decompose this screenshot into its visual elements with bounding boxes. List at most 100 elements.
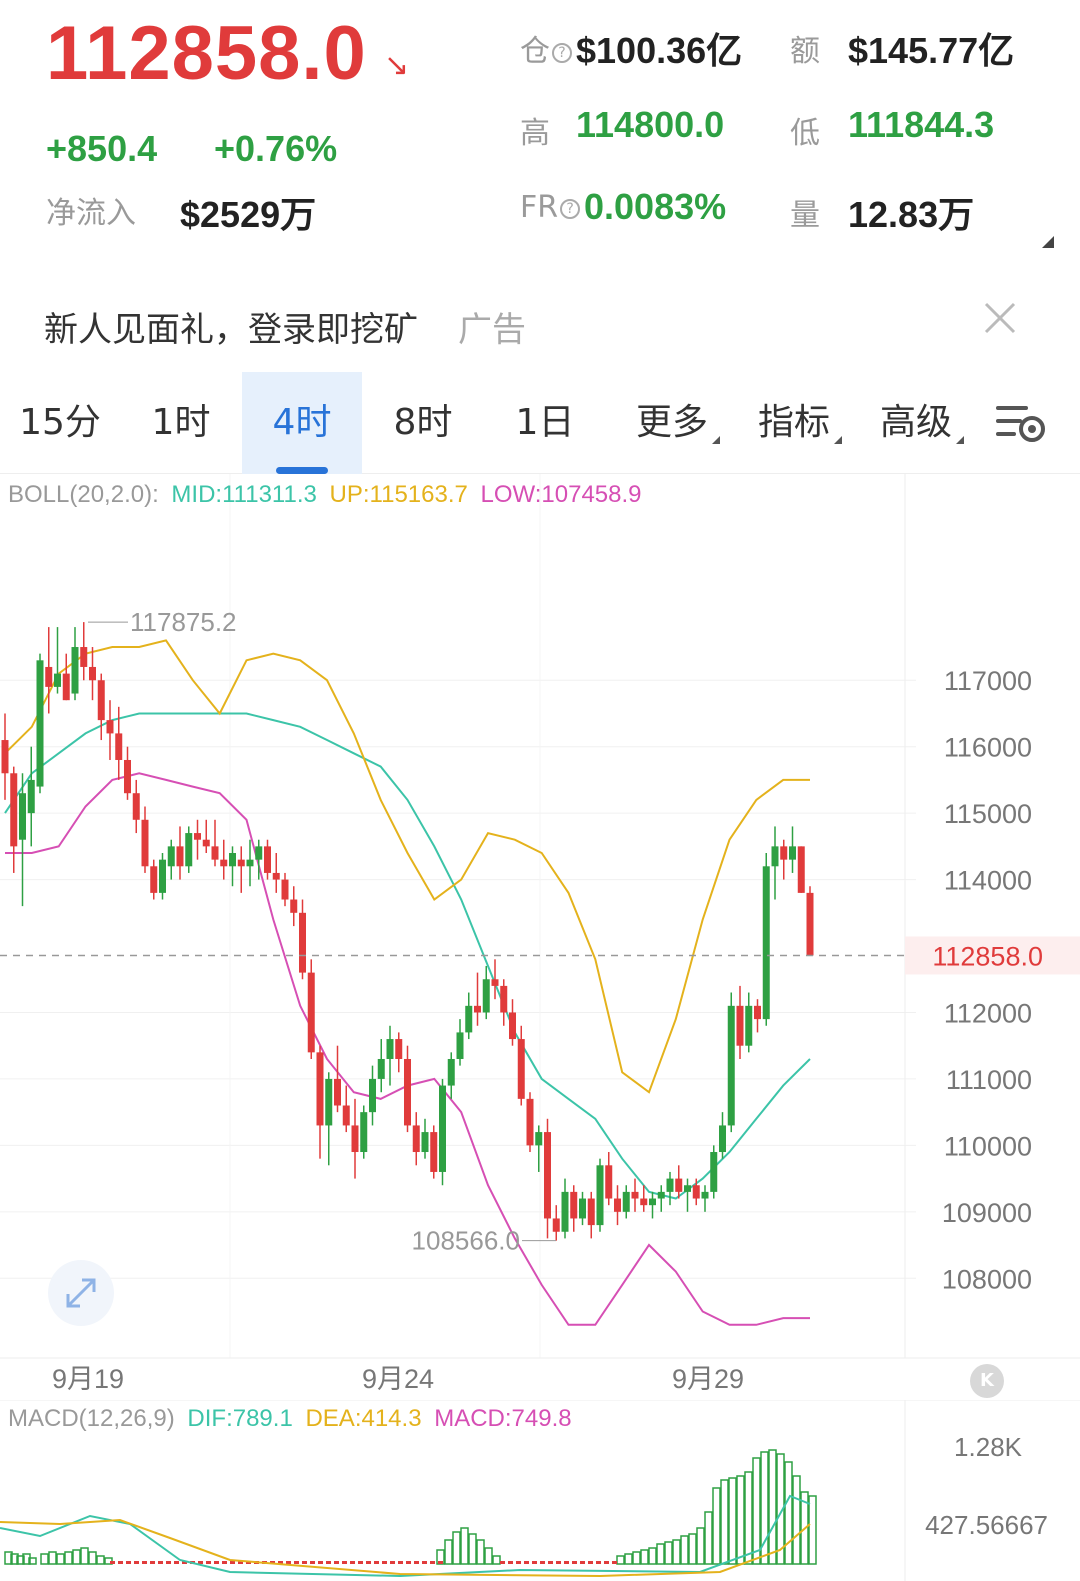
tab-1d[interactable]: 1日 <box>484 372 606 474</box>
low-label: 低 <box>790 116 820 151</box>
macd-bar-negative <box>508 1561 513 1564</box>
macd-bar-negative <box>230 1561 235 1564</box>
macd-bar <box>784 1461 793 1565</box>
close-icon[interactable] <box>980 298 1020 338</box>
candle-body <box>482 979 490 1013</box>
macd-bar <box>688 1533 697 1565</box>
candle-body <box>220 859 228 867</box>
macd-bar-negative <box>612 1561 617 1564</box>
chart-settings-icon[interactable] <box>994 402 1048 446</box>
question-circle-icon[interactable]: ? <box>552 42 572 63</box>
macd-tick: 427.56667 <box>925 1510 1048 1540</box>
candles <box>1 622 814 1241</box>
macd-bar-negative <box>516 1561 521 1564</box>
macd-bar <box>476 1539 485 1565</box>
price-tick: 110000 <box>944 1131 1032 1161</box>
boll-low: LOW:107458.9 <box>481 481 642 508</box>
macd-dea-line <box>0 1518 811 1578</box>
candle-body <box>666 1178 674 1192</box>
open-interest-label[interactable]: 仓? <box>520 26 572 70</box>
funding-rate-label[interactable]: FR? <box>520 190 581 225</box>
candle-body <box>474 1005 481 1013</box>
macd-bar-negative <box>532 1561 537 1564</box>
candle-body <box>159 859 166 893</box>
tab-15m[interactable]: 15分 <box>0 372 120 474</box>
boll-up-line <box>4 639 810 1094</box>
boll-up: UP:115163.7 <box>330 481 468 508</box>
candle-body <box>71 647 79 694</box>
candle-body <box>526 1098 534 1146</box>
expand-header-icon[interactable] <box>1042 236 1054 248</box>
price-tick: 109000 <box>942 1198 1032 1228</box>
candle-body <box>570 1191 578 1219</box>
macd-bar-negative <box>134 1561 139 1564</box>
macd-bar-negative <box>596 1561 601 1564</box>
high-label: 高 <box>520 116 550 151</box>
candle-body <box>605 1165 613 1199</box>
candlestick-chart[interactable]: BOLL(20,2.0): MID:111311.3 UP:115163.7 L… <box>0 474 1080 1400</box>
bollinger-bands <box>4 639 811 1326</box>
candle-body <box>229 853 236 867</box>
current-price-tag-bg <box>905 936 1080 975</box>
candle-body <box>115 733 123 760</box>
ad-text[interactable]: 新人见面礼，登录即挖矿 <box>44 310 418 350</box>
macd-bar <box>16 1555 25 1565</box>
candle-body <box>640 1198 648 1206</box>
tab-8h[interactable]: 8时 <box>362 372 484 474</box>
candle-body <box>745 1005 753 1046</box>
candle-body <box>36 660 44 787</box>
candle-body <box>421 1132 429 1153</box>
candle-body <box>649 1198 656 1206</box>
price-tick: 117000 <box>944 666 1032 696</box>
tab-4h[interactable]: 4时 <box>242 372 362 474</box>
tab-label: 4时 <box>272 402 332 443</box>
turnover-value: $145.77亿 <box>848 30 1015 71</box>
candle-body <box>27 779 35 814</box>
macd-bar-negative <box>238 1561 243 1564</box>
candle-body <box>561 1191 569 1232</box>
net-inflow-value: $2529万 <box>180 194 317 235</box>
macd-chart[interactable]: MACD(12,26,9) DIF:789.1 DEA:414.3 MACD:7… <box>0 1400 1080 1581</box>
tab-indicators[interactable]: 指标 <box>740 372 860 474</box>
current-price-tag: 112858.0 <box>932 941 1043 971</box>
macd-bar-negative <box>430 1561 435 1564</box>
candle-body <box>281 879 289 900</box>
candle-body <box>579 1198 586 1219</box>
ad-tag: 广告 <box>458 310 526 350</box>
candle-body <box>45 666 53 687</box>
k-line-button[interactable]: K <box>970 1364 1004 1398</box>
time-tick: 9月19 <box>52 1364 124 1394</box>
macd-bar <box>80 1547 89 1565</box>
candle-body <box>771 846 779 867</box>
price-axis: 117000 116000 115000 114000 112000 111000 1100… <box>942 666 1032 1294</box>
macd-bar <box>792 1475 801 1565</box>
high-value: 114800.0 <box>576 104 725 145</box>
candle-body <box>465 1005 473 1033</box>
candle-body <box>10 773 18 847</box>
macd-bar <box>72 1549 81 1565</box>
ticker-header: 112858.0 ↘ +850.4 +0.76% 净流入 $2529万 仓? $… <box>0 0 1080 270</box>
candle-body <box>789 846 796 860</box>
macd-bar <box>728 1477 737 1565</box>
min-price-label: 108566.0 <box>412 1226 520 1256</box>
candle-body <box>97 680 105 721</box>
timeframe-tabs: 15分 1时 4时 8时 1日 更多 指标 高级 <box>0 372 1080 474</box>
macd-bar <box>744 1471 753 1565</box>
funding-rate-label-text: FR <box>520 190 559 225</box>
tab-1h[interactable]: 1时 <box>120 372 242 474</box>
expand-chart-button[interactable] <box>48 1260 114 1326</box>
macd-lines <box>0 1494 811 1578</box>
candle-body <box>430 1132 438 1172</box>
candle-body <box>657 1191 665 1199</box>
question-circle-icon[interactable]: ? <box>560 198 581 219</box>
candle-body <box>141 819 149 867</box>
macd-bar <box>632 1551 641 1565</box>
candle-body <box>89 666 96 681</box>
tab-advanced[interactable]: 高级 <box>862 372 982 474</box>
candle-body <box>334 1078 341 1106</box>
macd-bar-negative <box>438 1561 443 1564</box>
macd-bar <box>48 1551 57 1565</box>
ad-banner[interactable]: 新人见面礼，登录即挖矿 广告 <box>0 280 1080 364</box>
open-interest-label-text: 仓 <box>520 34 550 69</box>
tab-more[interactable]: 更多 <box>618 372 738 474</box>
